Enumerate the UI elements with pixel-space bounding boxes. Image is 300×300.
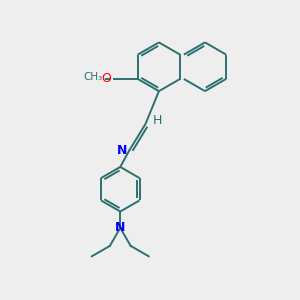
- Text: N: N: [115, 221, 125, 234]
- Text: CH₃: CH₃: [83, 72, 102, 82]
- Text: N: N: [116, 144, 127, 157]
- Text: H: H: [153, 114, 162, 128]
- Text: O: O: [101, 73, 111, 85]
